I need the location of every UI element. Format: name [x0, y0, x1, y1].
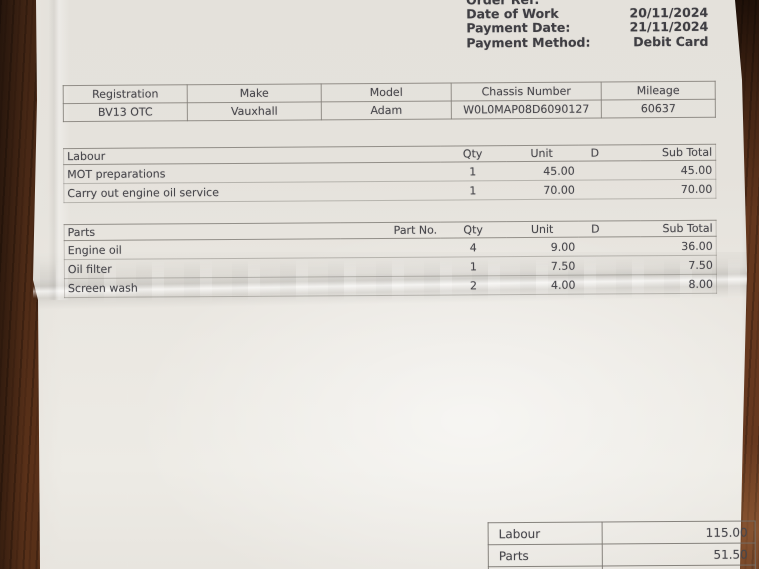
part-d — [578, 255, 641, 276]
part-qty: 2 — [440, 275, 507, 296]
labour-d — [577, 179, 640, 200]
vehicle-col-mileage: Mileage — [601, 81, 716, 101]
vehicle-make: Vauxhall — [187, 101, 322, 121]
totals-summary-table: Labour 115.00 Parts 51.50 — [488, 521, 756, 569]
labour-unit: 45.00 — [505, 161, 578, 181]
payment-method-row: Payment Method: Debit Card — [466, 33, 709, 51]
summary-cutoff-value — [602, 565, 756, 569]
part-unit: 4.00 — [506, 275, 579, 295]
part-sub-total: 8.00 — [640, 274, 717, 294]
vehicle-col-registration: Registration — [63, 84, 188, 104]
labour-unit: 70.00 — [505, 180, 578, 200]
summary-row-cutoff — [488, 565, 756, 569]
vehicle-details-table: Registration Make Model Chassis Number M… — [63, 81, 716, 122]
summary-row-parts: Parts 51.50 — [488, 543, 756, 567]
vehicle-registration: BV13 OTC — [63, 102, 188, 122]
labour-col-unit: Unit — [505, 145, 578, 162]
order-info-block: Order Ref: Date of Work 20/11/2024 Payme… — [466, 0, 708, 50]
parts-col-d: D — [578, 220, 641, 238]
part-unit: 9.00 — [506, 237, 579, 257]
parts-row: Screen wash 2 4.00 8.00 — [64, 274, 717, 298]
parts-table: Parts Part No. Qty Unit D Sub Total Engi… — [64, 220, 717, 298]
part-no — [340, 257, 441, 277]
part-qty: 4 — [440, 237, 507, 258]
labour-table: Labour Qty Unit D Sub Total MOT preparat… — [63, 144, 716, 203]
vehicle-col-make: Make — [187, 83, 322, 103]
labour-description: MOT preparations — [63, 162, 440, 184]
vehicle-data-row: BV13 OTC Vauxhall Adam W0L0MAP08D6090127… — [63, 99, 716, 122]
labour-qty: 1 — [439, 180, 506, 201]
summary-parts-label: Parts — [488, 544, 603, 567]
summary-parts-value: 51.50 — [602, 543, 756, 567]
parts-col-part-no: Part No. — [340, 222, 441, 239]
part-sub-total: 36.00 — [640, 236, 717, 256]
parts-col-title: Parts — [64, 222, 341, 241]
labour-col-d: D — [577, 144, 640, 162]
part-sub-total: 7.50 — [640, 255, 717, 275]
summary-labour-value: 115.00 — [602, 521, 756, 545]
part-d — [578, 274, 641, 295]
part-description: Oil filter — [64, 257, 341, 279]
labour-col-qty: Qty — [439, 145, 506, 163]
labour-d — [577, 160, 640, 181]
vehicle-mileage: 60637 — [601, 99, 716, 119]
labour-col-sub-total: Sub Total — [639, 144, 716, 161]
parts-col-qty: Qty — [440, 221, 507, 239]
vehicle-col-model: Model — [321, 83, 452, 102]
part-qty: 1 — [440, 256, 507, 277]
labour-sub-total: 45.00 — [639, 160, 716, 180]
vehicle-chassis-number: W0L0MAP08D6090127 — [451, 100, 602, 120]
vehicle-model: Adam — [321, 101, 452, 120]
labour-sub-total: 70.00 — [639, 179, 716, 199]
summary-labour-label: Labour — [488, 522, 603, 545]
labour-row: Carry out engine oil service 1 70.00 70.… — [63, 179, 716, 203]
parts-col-unit: Unit — [506, 221, 579, 238]
labour-description: Carry out engine oil service — [63, 181, 440, 203]
vehicle-col-chassis-number: Chassis Number — [451, 82, 602, 102]
payment-date-value: 21/11/2024 — [629, 19, 709, 35]
parts-col-sub-total: Sub Total — [640, 220, 717, 237]
part-unit: 7.50 — [506, 256, 579, 276]
part-description: Screen wash — [64, 276, 341, 298]
payment-method-value: Debit Card — [633, 33, 709, 49]
part-description: Engine oil — [64, 238, 341, 260]
labour-qty: 1 — [439, 161, 506, 182]
payment-method-label: Payment Method: — [466, 34, 591, 51]
part-d — [578, 236, 641, 257]
part-no — [340, 238, 441, 258]
summary-row-labour: Labour 115.00 — [488, 521, 756, 545]
part-no — [340, 276, 441, 296]
payment-date-label: Payment Date: — [466, 20, 571, 36]
